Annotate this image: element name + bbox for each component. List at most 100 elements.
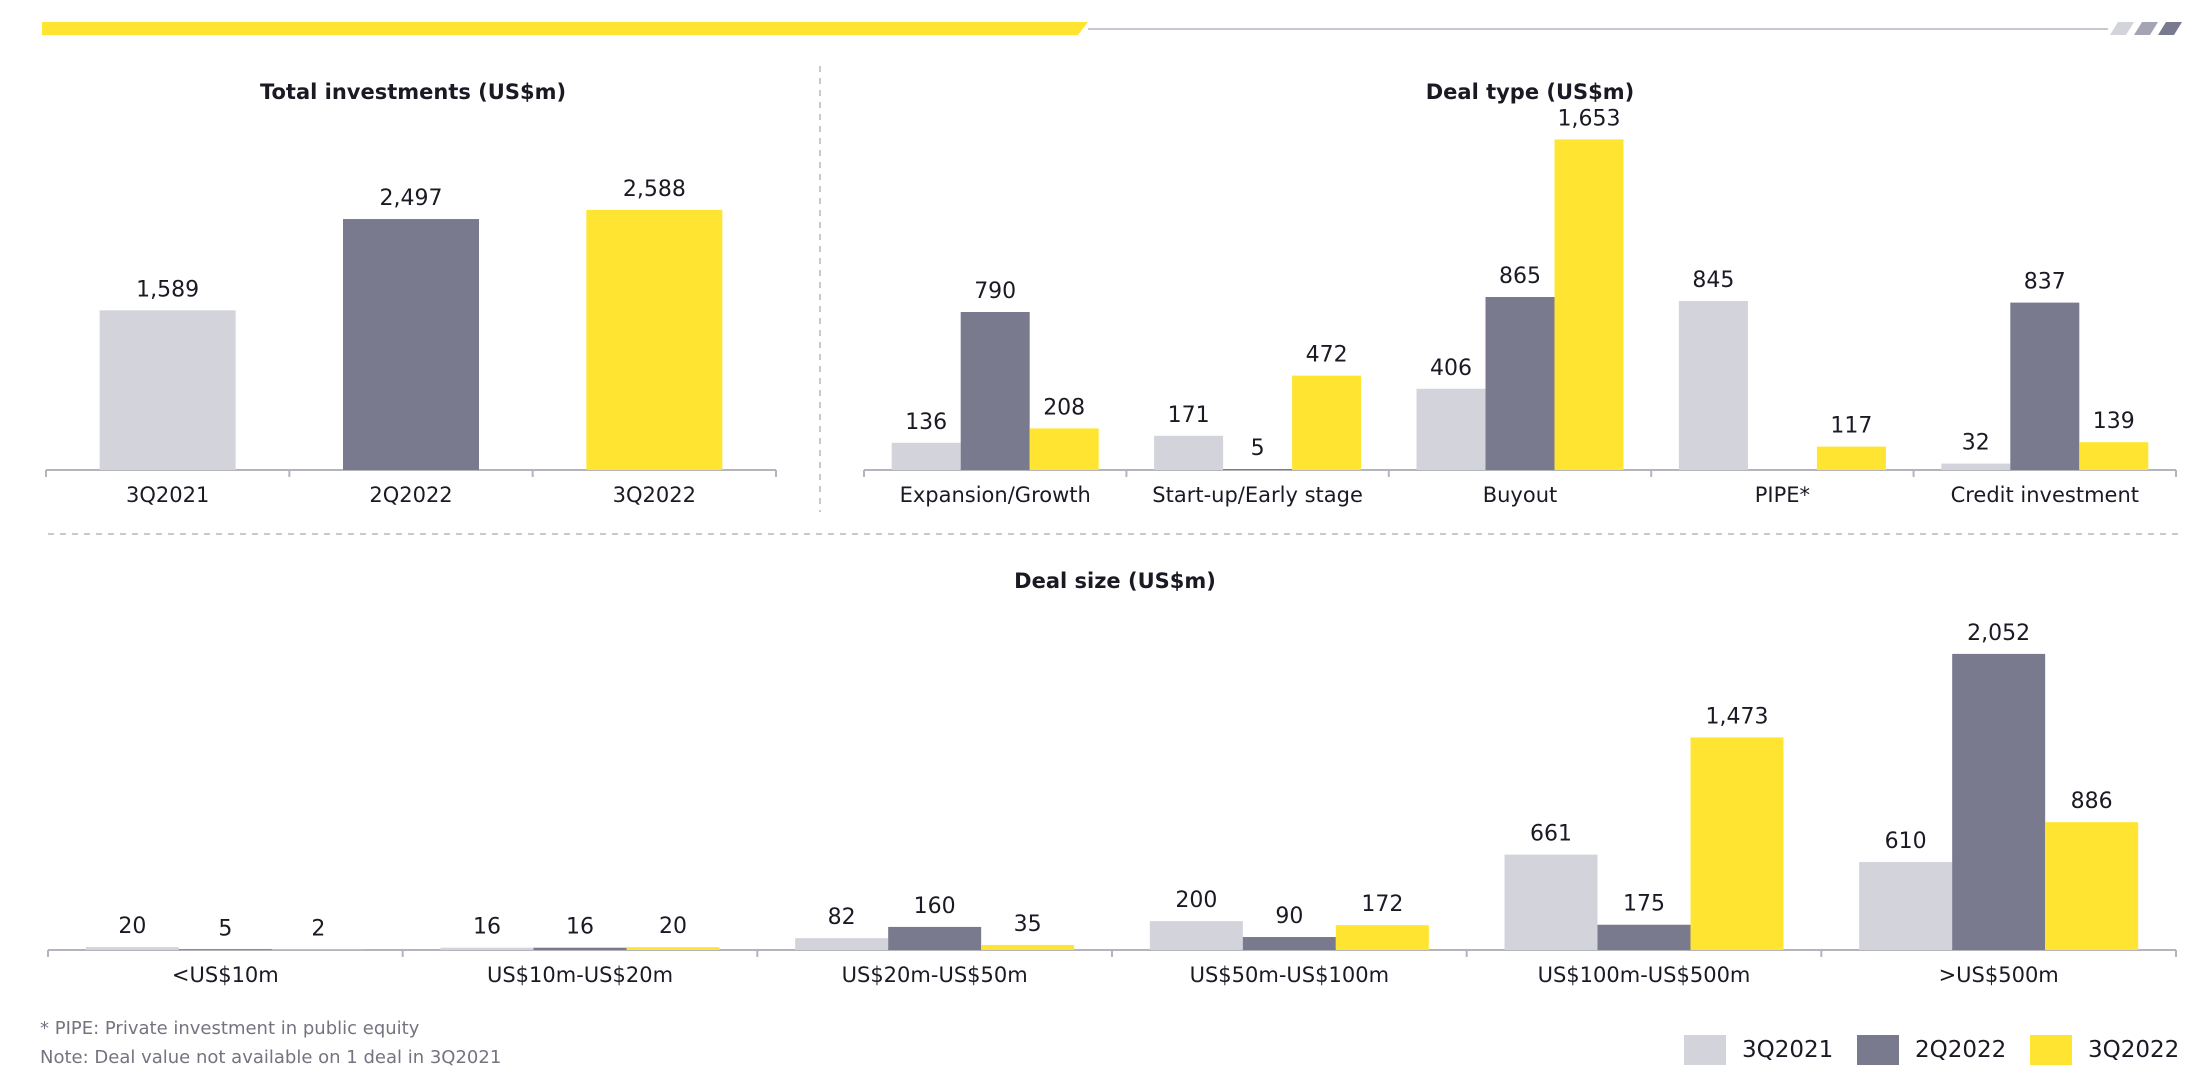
type-data-label-buyout-3q2022: 1,653 <box>1558 106 1621 131</box>
slash-mark-1 <box>2110 22 2134 35</box>
type-bar-expansion-growth-2q2022 <box>960 312 1030 470</box>
size-data-label-us-20m-us-50m-2q2022: 160 <box>914 894 956 919</box>
size-data-label-us-20m-us-50m-3q2021: 82 <box>828 905 856 930</box>
size-bar-us-100m-us-500m-2q2022 <box>1597 924 1691 950</box>
deal-type-title: Deal type (US$m) <box>1425 80 1635 104</box>
size-bar-us-500m-2q2022 <box>1952 653 2046 950</box>
type-data-label-buyout-2q2022: 865 <box>1499 264 1541 289</box>
size-bar-us-50m-us-100m-3q2021 <box>1149 921 1243 950</box>
total-tick-label-3q2022: 3Q2022 <box>613 483 696 507</box>
size-tick-label-us-20m-us-50m: US$20m-US$50m <box>842 963 1028 987</box>
size-tick-label-us-10m: <US$10m <box>172 963 279 987</box>
size-data-label-us-50m-us-100m-3q2022: 172 <box>1361 892 1403 917</box>
type-data-label-start-up-early-stage-3q2021: 171 <box>1168 403 1210 428</box>
size-bar-us-100m-us-500m-3q2021 <box>1504 854 1598 950</box>
size-data-label-us-10m-us-20m-2q2022: 16 <box>566 915 594 940</box>
size-bar-us-10m-us-20m-3q2022 <box>626 947 720 950</box>
legend-swatch-3q2021 <box>1684 1035 1726 1065</box>
size-tick-label-us-10m-us-20m: US$10m-US$20m <box>487 963 673 987</box>
total-tick-label-3q2021: 3Q2021 <box>126 483 209 507</box>
size-bar-us-50m-us-100m-2q2022 <box>1242 937 1336 950</box>
slash-mark-2 <box>2134 22 2158 35</box>
type-data-label-credit-investment-3q2022: 139 <box>2093 409 2135 434</box>
deal-size-title: Deal size (US$m) <box>1014 569 1216 593</box>
type-bar-credit-investment-3q2022 <box>2079 442 2149 470</box>
type-bar-buyout-2q2022 <box>1485 297 1555 470</box>
size-data-label-us-10m-us-20m-3q2022: 20 <box>659 914 687 939</box>
total-investments-title: Total investments (US$m) <box>259 80 567 104</box>
size-data-label-us-100m-us-500m-3q2022: 1,473 <box>1706 704 1769 729</box>
size-data-label-us-10m-us-20m-3q2021: 16 <box>473 915 501 940</box>
total-tick-label-2q2022: 2Q2022 <box>369 483 452 507</box>
size-bar-us-100m-us-500m-3q2022 <box>1690 737 1784 950</box>
type-bar-expansion-growth-3q2022 <box>1029 428 1099 470</box>
type-tick-label-start-up-early-stage: Start-up/Early stage <box>1152 483 1363 507</box>
legend-swatch-3q2022 <box>2030 1035 2072 1065</box>
type-data-label-start-up-early-stage-2q2022: 5 <box>1251 436 1265 461</box>
size-bar-us-500m-3q2022 <box>2045 822 2139 950</box>
size-bar-us-20m-us-50m-3q2022 <box>981 944 1075 950</box>
size-tick-label-us-100m-us-500m: US$100m-US$500m <box>1538 963 1751 987</box>
slash-mark-3 <box>2158 22 2182 35</box>
legend-item-2q2022: 2Q2022 <box>1857 1034 2006 1066</box>
size-data-label-us-100m-us-500m-3q2021: 661 <box>1530 822 1572 847</box>
type-tick-label-credit-investment: Credit investment <box>1951 483 2139 507</box>
type-bar-start-up-early-stage-2q2022 <box>1223 469 1293 470</box>
size-bar-us-20m-us-50m-3q2021 <box>795 938 889 950</box>
type-data-label-start-up-early-stage-3q2022: 472 <box>1306 343 1348 368</box>
type-bar-start-up-early-stage-3q2022 <box>1292 375 1362 470</box>
legend-label-3q2021: 3Q2021 <box>1742 1037 1834 1063</box>
size-data-label-us-500m-3q2022: 886 <box>2071 789 2113 814</box>
type-bar-credit-investment-3q2021 <box>1941 463 2011 470</box>
size-bar-us-20m-us-50m-2q2022 <box>888 926 982 950</box>
type-bar-expansion-growth-3q2021 <box>891 442 961 470</box>
legend-label-3q2022: 3Q2022 <box>2088 1037 2180 1063</box>
footnote-pipe: * PIPE: Private investment in public equ… <box>40 1018 420 1039</box>
total-data-label-3q2021: 1,589 <box>136 277 199 302</box>
type-data-label-credit-investment-2q2022: 837 <box>2024 270 2066 295</box>
size-data-label-us-20m-us-50m-3q2022: 35 <box>1014 912 1042 937</box>
size-bar-us-10m-us-20m-2q2022 <box>533 947 627 950</box>
type-data-label-pipe-3q2022: 117 <box>1830 414 1872 439</box>
size-data-label-us-50m-us-100m-2q2022: 90 <box>1275 904 1303 929</box>
total-bar-3q2021 <box>99 310 236 470</box>
type-data-label-expansion-growth-2q2022: 790 <box>974 279 1016 304</box>
type-bar-credit-investment-2q2022 <box>2010 302 2080 470</box>
size-data-label-us-500m-3q2021: 610 <box>1885 829 1927 854</box>
type-data-label-expansion-growth-3q2021: 136 <box>905 410 947 435</box>
legend-swatch-2q2022 <box>1857 1035 1899 1065</box>
size-data-label-us-500m-2q2022: 2,052 <box>1967 621 2030 646</box>
legend-item-3q2021: 3Q2021 <box>1684 1034 1833 1066</box>
type-bar-start-up-early-stage-3q2021 <box>1154 435 1224 470</box>
total-data-label-3q2022: 2,588 <box>623 177 686 202</box>
type-tick-label-buyout: Buyout <box>1483 483 1558 507</box>
type-bar-pipe-3q2022 <box>1816 446 1886 470</box>
size-tick-label-us-500m: >US$500m <box>1939 963 2059 987</box>
type-tick-label-pipe: PIPE* <box>1755 483 1810 507</box>
size-bar-us-10m-us-20m-3q2021 <box>440 947 534 950</box>
size-bar-us-10m-3q2021 <box>85 947 179 950</box>
type-data-label-buyout-3q2021: 406 <box>1430 356 1472 381</box>
total-data-label-2q2022: 2,497 <box>380 186 443 211</box>
type-bar-buyout-3q2021 <box>1416 388 1486 470</box>
legend-item-3q2022: 3Q2022 <box>2030 1034 2179 1066</box>
legend-label-2q2022: 2Q2022 <box>1915 1037 2007 1063</box>
size-data-label-us-10m-3q2021: 20 <box>118 914 146 939</box>
type-tick-label-expansion-growth: Expansion/Growth <box>900 483 1091 507</box>
size-data-label-us-10m-3q2022: 2 <box>311 917 325 942</box>
accent-bar <box>42 22 1088 35</box>
type-data-label-credit-investment-3q2021: 32 <box>1962 431 1990 456</box>
type-bar-buyout-3q2022 <box>1554 139 1624 470</box>
size-bar-us-50m-us-100m-3q2022 <box>1335 925 1429 950</box>
type-bar-pipe-3q2021 <box>1678 301 1748 470</box>
size-data-label-us-100m-us-500m-2q2022: 175 <box>1623 892 1665 917</box>
size-bar-us-10m-2q2022 <box>178 949 272 950</box>
type-data-label-expansion-growth-3q2022: 208 <box>1043 395 1085 420</box>
size-data-label-us-50m-us-100m-3q2021: 200 <box>1175 888 1217 913</box>
type-data-label-pipe-3q2021: 845 <box>1692 268 1734 293</box>
total-bar-3q2022 <box>586 209 723 470</box>
total-bar-2q2022 <box>343 219 479 470</box>
size-bar-us-500m-3q2021 <box>1859 861 1953 950</box>
